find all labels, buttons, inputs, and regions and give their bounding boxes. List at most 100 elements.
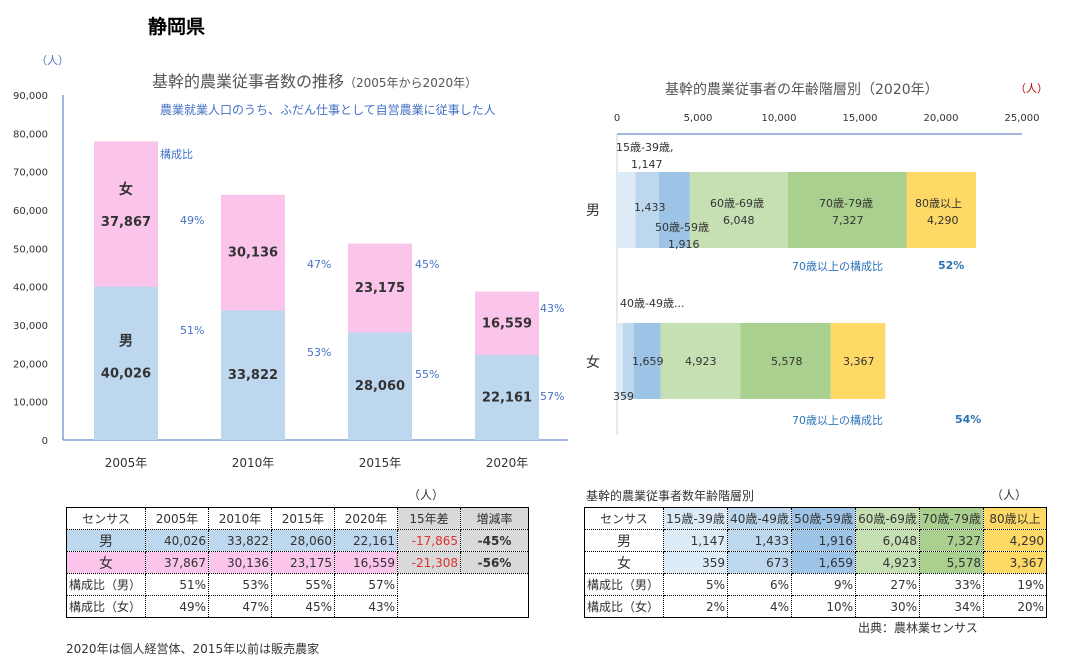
cell: -21,308 bbox=[397, 551, 461, 574]
category-female: 女 bbox=[586, 355, 600, 371]
value-m-80plus: 4,290 bbox=[927, 214, 959, 227]
category-male: 男 bbox=[586, 203, 600, 219]
label-m-50-59: 50歳-59歳 bbox=[655, 221, 709, 234]
cell: 51% bbox=[145, 573, 209, 596]
cell: 5% bbox=[663, 573, 728, 596]
chart2-unit: （人） bbox=[1015, 82, 1048, 95]
header-cell: センサス bbox=[66, 507, 146, 530]
x-tick-label: 5,000 bbox=[684, 113, 713, 124]
row-label: 男 bbox=[66, 529, 146, 552]
row-label: 女 bbox=[66, 551, 146, 574]
cell: 49% bbox=[145, 595, 209, 618]
cell: 22,161 bbox=[334, 529, 398, 552]
chart1-subtitle: 農業就業人口のうち、ふだん仕事として自営農業に従事した人 bbox=[160, 103, 496, 117]
table1-unit: （人） bbox=[408, 488, 445, 502]
bar-female-segment bbox=[622, 323, 634, 399]
y-tick-label: 80,000 bbox=[13, 129, 48, 140]
x-tick-label: 0 bbox=[614, 113, 620, 124]
cell: 6,048 bbox=[855, 529, 920, 552]
y-tick-label: 40,000 bbox=[13, 283, 48, 294]
label-m-15-39: 15歳-39歳, bbox=[616, 141, 674, 154]
cell: 1,659 bbox=[791, 551, 856, 574]
cell: 43% bbox=[334, 595, 398, 618]
table-row: 女 37,867 30,136 23,175 16,559 -21,308 -56% bbox=[66, 551, 529, 574]
ratio-label-male: 70歳以上の構成比 bbox=[792, 260, 883, 273]
header-cell: 40歳-49歳 bbox=[727, 507, 792, 530]
cell: 45% bbox=[271, 595, 335, 618]
y-tick-label: 50,000 bbox=[13, 244, 48, 255]
chart1-title-suffix: （2005年から2020年） bbox=[344, 76, 478, 90]
bar-male bbox=[475, 355, 539, 440]
value-m-15-39: 1,147 bbox=[631, 158, 663, 171]
bar-male-segment bbox=[906, 172, 977, 248]
y-tick-label: 70,000 bbox=[13, 168, 48, 179]
header-cell: 80歳以上 bbox=[983, 507, 1047, 530]
cell: 34% bbox=[919, 595, 984, 618]
value-f-15-39: 359 bbox=[613, 390, 634, 403]
row-label: 構成比（女） bbox=[584, 595, 664, 618]
cell: 4,923 bbox=[855, 551, 920, 574]
row-label: 女 bbox=[584, 551, 664, 574]
age-table: センサス 15歳-39歳 40歳-49歳 50歳-59歳 60歳-69歳 70歳-79歳 8… bbox=[584, 507, 1047, 618]
cell: 5,578 bbox=[919, 551, 984, 574]
header-cell: 2015年 bbox=[271, 507, 335, 530]
value-m-70-79: 7,327 bbox=[832, 214, 864, 227]
bar-male-segment bbox=[787, 172, 907, 248]
label-m-70-79: 70歳-79歳 bbox=[819, 197, 873, 210]
y-unit: （人） bbox=[36, 54, 69, 67]
data-label-female: 23,175 bbox=[355, 281, 405, 296]
data-label-female: 37,867 bbox=[101, 215, 151, 230]
header-cell: 2005年 bbox=[145, 507, 209, 530]
value-m-40-49: 1,433 bbox=[634, 201, 666, 214]
value-f-70-79: 5,578 bbox=[771, 355, 803, 368]
header-cell: 60歳-69歳 bbox=[855, 507, 920, 530]
cell: 20% bbox=[983, 595, 1047, 618]
cell: 10% bbox=[791, 595, 856, 618]
data-label-female: 30,136 bbox=[228, 246, 278, 261]
share-label-male: 57% bbox=[540, 390, 564, 403]
header-cell: 2010年 bbox=[208, 507, 272, 530]
data-label-male: 22,161 bbox=[482, 391, 532, 406]
x-tick-label: 25,000 bbox=[1005, 113, 1040, 124]
bar-female bbox=[221, 194, 285, 311]
value-m-50-59: 1,916 bbox=[668, 238, 700, 251]
cell: 3,367 bbox=[983, 551, 1047, 574]
x-tick-label: 20,000 bbox=[924, 113, 959, 124]
bar-female-segment bbox=[633, 323, 661, 399]
chart1-title: 基幹的農業従事者数の推移（2005年から2020年） bbox=[152, 68, 477, 92]
data-label-female: 16,559 bbox=[482, 316, 532, 331]
label-m-60-69: 60歳-69歳 bbox=[710, 197, 764, 210]
header-cell: 2020年 bbox=[334, 507, 398, 530]
header-cell: 15年差 bbox=[397, 507, 461, 530]
cell: 30% bbox=[855, 595, 920, 618]
header-cell: 増減率 bbox=[460, 507, 529, 530]
table-row: 構成比（男） 5% 6% 9% 27% 33% 19% bbox=[584, 573, 1047, 596]
series-name-female: 女 bbox=[119, 181, 133, 198]
note: 2020年は個人経営体、2015年以前は販売農家 bbox=[66, 642, 320, 656]
cell: 55% bbox=[271, 573, 335, 596]
table-row: 構成比（男） 51% 53% 55% 57% bbox=[66, 573, 529, 596]
row-label: 男 bbox=[584, 529, 664, 552]
x-tick-label: 2005年 bbox=[105, 456, 148, 470]
value-f-60-69: 4,923 bbox=[685, 355, 717, 368]
y-tick-label: 90,000 bbox=[13, 91, 48, 102]
table-row: 構成比（女） 49% 47% 45% 43% bbox=[66, 595, 529, 618]
table-header-row: センサス 2005年 2010年 2015年 2020年 15年差 増減率 bbox=[66, 507, 529, 530]
bar-female-segment bbox=[830, 323, 886, 399]
share-label-male: 55% bbox=[415, 368, 439, 381]
ratio-label-female: 70歳以上の構成比 bbox=[792, 414, 883, 427]
x-tick-label: 2010年 bbox=[232, 456, 275, 470]
bar-male bbox=[94, 286, 158, 440]
cell: 1,433 bbox=[727, 529, 792, 552]
cell: 4,290 bbox=[983, 529, 1047, 552]
label-m-80plus: 80歳以上 bbox=[915, 197, 962, 210]
table-row: 男 40,026 33,822 28,060 22,161 -17,865 -45% bbox=[66, 529, 529, 552]
table-row: 女 359 673 1,659 4,923 5,578 3,367 bbox=[584, 551, 1047, 574]
header-cell: 15歳-39歳 bbox=[663, 507, 728, 530]
bar-female-segment bbox=[740, 323, 831, 399]
y-tick-label: 60,000 bbox=[13, 206, 48, 217]
header-cell: 50歳-59歳 bbox=[791, 507, 856, 530]
share-label-female: 45% bbox=[415, 258, 439, 271]
x-tick-label: 15,000 bbox=[843, 113, 878, 124]
